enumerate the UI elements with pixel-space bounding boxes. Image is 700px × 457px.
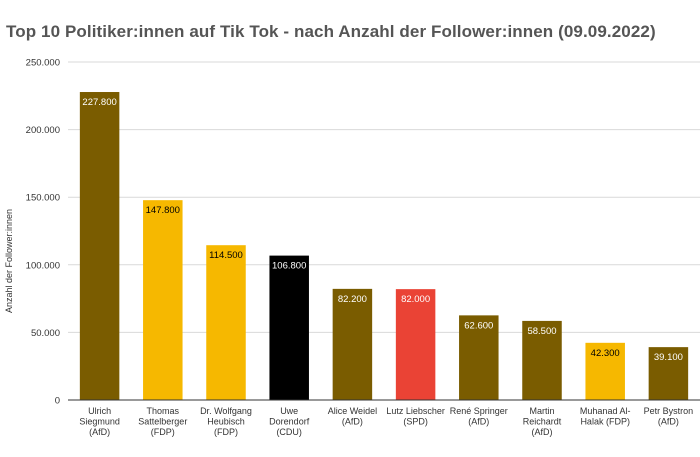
x-tick-label: Dr. Wolfgang Heubisch (FDP): [200, 406, 252, 437]
y-axis: 0 50.000 100.000 150.000 200.000 250.000: [26, 58, 60, 407]
x-tick-label: Alice Weidel (AfD): [328, 406, 377, 427]
y-tick-label: 0: [55, 396, 60, 407]
bar-value-label: 42.300: [591, 348, 620, 359]
x-axis: Ulrich Siegmund (AfD) Thomas Sattelberger (FD…: [68, 399, 700, 437]
y-tick-label: 200.000: [26, 125, 60, 136]
x-tick-label: Muhanad Al-Halak (FDP): [580, 406, 631, 427]
bar-value-label: 82.200: [338, 294, 367, 305]
x-tick-label: René Springer (AfD): [450, 406, 508, 427]
y-axis-label: Anzahl der Follower:innen: [4, 209, 14, 313]
x-tick-label: Thomas Sattelberger (FDP): [138, 406, 187, 437]
bars: [79, 92, 689, 400]
gridlines: [68, 61, 700, 333]
bar: [79, 92, 120, 400]
x-tick-label: Petr Bystron (AfD): [644, 406, 694, 427]
bar-value-label: 147.800: [146, 205, 180, 216]
bar-value-label: 82.000: [401, 294, 430, 305]
bar: [143, 200, 183, 400]
bar-value-label: 106.800: [272, 261, 306, 272]
y-tick-label: 50.000: [31, 328, 60, 339]
y-tick-label: 150.000: [26, 193, 60, 204]
y-tick-label: 250.000: [26, 58, 60, 69]
y-tick-label: 100.000: [26, 260, 60, 271]
x-tick-label: Lutz Liebscher (SPD): [386, 406, 445, 427]
bar: [269, 255, 309, 400]
x-tick-label: Uwe Dorendorf (CDU): [269, 406, 310, 437]
bar: [585, 342, 625, 400]
bar: [206, 245, 246, 400]
bar: [648, 347, 689, 400]
bar: [522, 320, 562, 400]
bar: [332, 288, 373, 400]
bar-value-label: 62.600: [464, 320, 493, 331]
bar-value-label: 39.100: [654, 352, 683, 363]
bar-value-label: 227.800: [82, 97, 116, 108]
x-tick-label: Ulrich Siegmund (AfD): [79, 406, 120, 437]
bar: [395, 289, 436, 400]
bar-value-labels: 227.800 147.800 114.500 106.800 82.200 82.000…: [82, 97, 683, 363]
bar-value-label: 58.500: [527, 326, 556, 337]
chart-title: Top 10 Politiker:innen auf Tik Tok - nac…: [6, 22, 656, 41]
bar-value-label: 114.500: [209, 250, 243, 261]
x-tick-label: Martin Reichardt (AfD): [523, 406, 562, 437]
bar: [459, 315, 499, 400]
